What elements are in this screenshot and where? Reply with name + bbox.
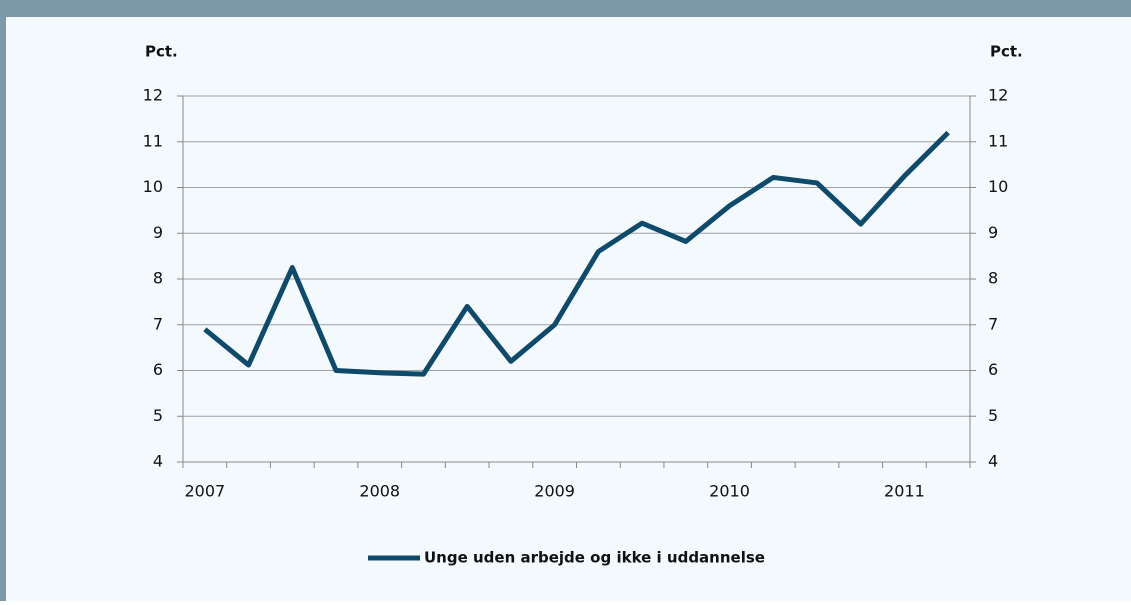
y2-tick-label: 7	[988, 314, 998, 333]
y2-tick-label: 4	[988, 452, 998, 471]
y2-axis-label: Pct.	[990, 43, 1023, 61]
y2-tick-label: 5	[988, 406, 998, 425]
y-axis-label: Pct.	[145, 43, 178, 61]
y-tick-label: 10	[143, 177, 163, 196]
y2-tick-label: 10	[988, 177, 1008, 196]
y-tick-label: 4	[153, 452, 163, 471]
y-tick-label: 11	[143, 131, 163, 150]
y2-tick-label: 8	[988, 269, 998, 288]
series-line	[203, 130, 950, 377]
x-tick-label: 2009	[534, 482, 575, 501]
y-tick-label: 12	[143, 86, 163, 105]
y2-tick-label: 6	[988, 360, 998, 379]
x-tick-label: 2007	[185, 482, 226, 501]
y-tick-label: 6	[153, 360, 163, 379]
y2-tick-label: 9	[988, 223, 998, 242]
header-bar	[0, 0, 1131, 17]
x-tick-label: 2010	[709, 482, 750, 501]
left-border	[0, 0, 6, 601]
y-tick-label: 9	[153, 223, 163, 242]
x-tick-label: 2011	[884, 482, 925, 501]
y-tick-label: 7	[153, 314, 163, 333]
y-tick-label: 5	[153, 406, 163, 425]
y2-tick-label: 11	[988, 131, 1008, 150]
y-tick-label: 8	[153, 269, 163, 288]
x-tick-label: 2008	[359, 482, 400, 501]
legend-label: Unge uden arbejde og ikke i uddannelse	[424, 549, 765, 567]
y2-tick-label: 12	[988, 86, 1008, 105]
